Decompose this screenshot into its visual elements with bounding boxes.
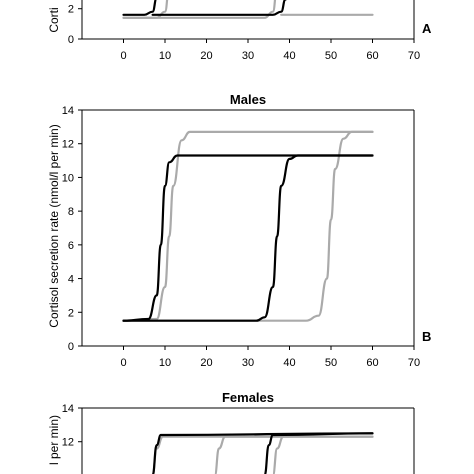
x-tick-label: 20 xyxy=(200,50,212,62)
x-tick-label: 40 xyxy=(283,50,295,62)
y-tick-label: 10 xyxy=(62,172,74,184)
series-line xyxy=(152,435,374,474)
series-line xyxy=(122,130,374,322)
x-tick-label: 0 xyxy=(120,357,126,369)
y-tick-label: 2 xyxy=(68,4,74,16)
series-line xyxy=(264,432,374,474)
x-tick-label: 20 xyxy=(200,357,212,369)
y-tick-label: 12 xyxy=(62,437,74,449)
series-line xyxy=(151,0,287,16)
panel-c: 12 14 xyxy=(62,403,415,474)
x-tick-label: 70 xyxy=(408,50,420,62)
x-tick-label: 30 xyxy=(242,357,254,369)
x-tick-label: 70 xyxy=(408,357,420,369)
x-tick-label: 50 xyxy=(325,50,337,62)
y-tick-label: 14 xyxy=(62,105,74,117)
series-line xyxy=(214,435,291,474)
panel-b: 0 2 4 6 8 10 12 14 0 10 20 30 40 50 60 70 xyxy=(62,105,420,369)
x-tick-label: 0 xyxy=(120,50,126,62)
x-tick-label: 30 xyxy=(242,50,254,62)
y-tick-label: 8 xyxy=(68,206,74,218)
series-line xyxy=(122,154,374,322)
y-tick-label: 12 xyxy=(62,139,74,151)
panel-b-y-axis-label: Cortisol secretion rate (nmol/l per min) xyxy=(47,124,61,327)
x-tick-label: 10 xyxy=(159,357,171,369)
y-tick-label: 4 xyxy=(68,274,74,286)
y-tick-label: 14 xyxy=(62,403,74,415)
x-tick-label: 10 xyxy=(159,50,171,62)
panel-a-letter: A xyxy=(422,21,432,36)
series-line xyxy=(122,154,374,322)
series-line xyxy=(122,130,374,322)
x-tick-label: 60 xyxy=(366,50,378,62)
panel-b-title: Males xyxy=(230,92,266,107)
panel-c-title: Females xyxy=(222,390,274,405)
panel-c-y-axis-label: l per min) xyxy=(47,415,61,465)
x-tick-label: 60 xyxy=(366,357,378,369)
panel-a-y-axis-label: Corti xyxy=(47,7,61,32)
x-tick-label: 40 xyxy=(283,357,295,369)
panel-a: 020 10 20 30 40 50 60 70 xyxy=(68,0,420,62)
series-line xyxy=(122,0,157,16)
y-tick-label: 0 xyxy=(68,34,74,46)
series-line xyxy=(152,432,374,474)
x-tick-label: 50 xyxy=(325,357,337,369)
series-line xyxy=(272,435,374,474)
panel-b-letter: B xyxy=(422,329,431,344)
y-tick-label: 6 xyxy=(68,240,74,252)
y-tick-label: 0 xyxy=(68,341,74,353)
y-tick-label: 2 xyxy=(68,307,74,319)
series-line xyxy=(122,0,277,19)
